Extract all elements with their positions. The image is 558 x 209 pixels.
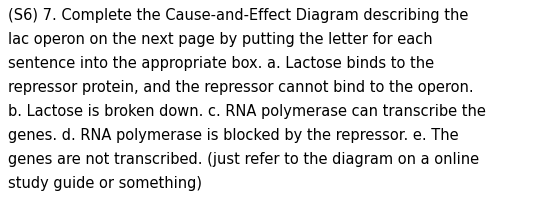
Text: study guide or something): study guide or something)	[8, 176, 202, 191]
Text: genes. d. RNA polymerase is blocked by the repressor. e. The: genes. d. RNA polymerase is blocked by t…	[8, 128, 459, 143]
Text: (S6) 7. Complete the Cause-and-Effect Diagram describing the: (S6) 7. Complete the Cause-and-Effect Di…	[8, 8, 468, 23]
Text: sentence into the appropriate box. a. Lactose binds to the: sentence into the appropriate box. a. La…	[8, 56, 434, 71]
Text: repressor protein, and the repressor cannot bind to the operon.: repressor protein, and the repressor can…	[8, 80, 474, 95]
Text: b. Lactose is broken down. c. RNA polymerase can transcribe the: b. Lactose is broken down. c. RNA polyme…	[8, 104, 486, 119]
Text: lac operon on the next page by putting the letter for each: lac operon on the next page by putting t…	[8, 32, 432, 47]
Text: genes are not transcribed. (just refer to the diagram on a online: genes are not transcribed. (just refer t…	[8, 152, 479, 167]
